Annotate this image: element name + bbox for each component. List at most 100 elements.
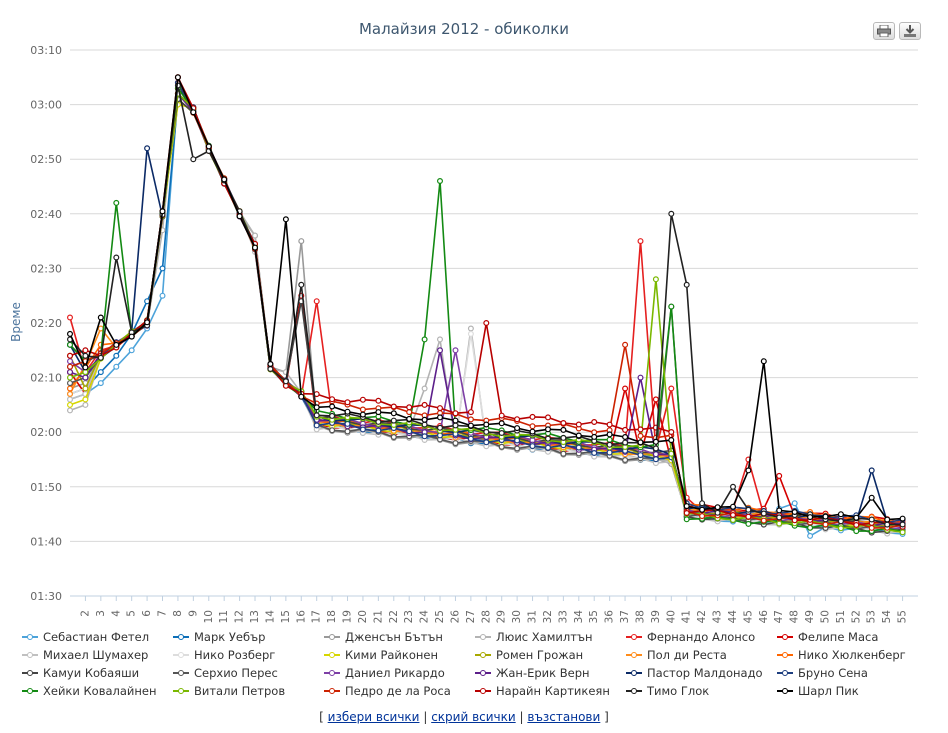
series-line[interactable] [69, 82, 903, 531]
data-point[interactable] [529, 423, 536, 430]
data-point[interactable] [329, 403, 336, 410]
data-point[interactable] [190, 156, 197, 163]
data-point[interactable] [837, 518, 844, 525]
data-point[interactable] [82, 385, 89, 392]
data-point[interactable] [159, 265, 166, 272]
data-point[interactable] [313, 422, 320, 429]
legend-item[interactable]: Педро де ла Роса [324, 682, 475, 700]
data-point[interactable] [853, 528, 860, 535]
data-point[interactable] [729, 503, 736, 510]
data-point[interactable] [868, 516, 875, 523]
series-line[interactable] [69, 87, 903, 533]
data-point[interactable] [683, 516, 690, 523]
data-point[interactable] [329, 412, 336, 419]
data-point[interactable] [144, 319, 151, 326]
data-point[interactable] [344, 428, 351, 435]
legend-item[interactable]: Камуи Кобаяши [22, 664, 173, 682]
data-point[interactable] [498, 420, 505, 427]
data-point[interactable] [437, 432, 444, 439]
data-point[interactable] [421, 421, 428, 428]
data-point[interactable] [544, 435, 551, 442]
data-point[interactable] [97, 354, 104, 361]
legend-item[interactable]: Пол ди Реста [626, 646, 777, 664]
data-point[interactable] [252, 232, 259, 239]
data-point[interactable] [899, 515, 906, 522]
data-point[interactable] [668, 437, 675, 444]
data-point[interactable] [884, 521, 891, 528]
data-point[interactable] [514, 425, 521, 432]
data-point[interactable] [128, 347, 135, 354]
data-point[interactable] [452, 410, 459, 417]
data-point[interactable] [66, 401, 73, 408]
data-point[interactable] [668, 303, 675, 310]
data-point[interactable] [622, 434, 629, 441]
series-line[interactable] [69, 98, 903, 534]
data-point[interactable] [467, 416, 474, 423]
data-point[interactable] [97, 380, 104, 387]
data-point[interactable] [560, 426, 567, 433]
data-point[interactable] [66, 396, 73, 403]
data-point[interactable] [853, 514, 860, 521]
data-point[interactable] [714, 504, 721, 511]
data-point[interactable] [544, 414, 551, 421]
data-point[interactable] [683, 503, 690, 510]
legend-item[interactable]: Витали Петров [173, 682, 324, 700]
data-point[interactable] [514, 416, 521, 423]
legend-item[interactable]: Бруно Сена [777, 664, 928, 682]
data-point[interactable] [807, 532, 814, 539]
data-point[interactable] [467, 409, 474, 416]
data-point[interactable] [421, 433, 428, 440]
data-point[interactable] [97, 314, 104, 321]
data-point[interactable] [66, 341, 73, 348]
data-point[interactable] [282, 216, 289, 223]
data-point[interactable] [421, 416, 428, 423]
data-point[interactable] [668, 210, 675, 217]
series-line[interactable] [69, 103, 903, 532]
data-point[interactable] [622, 341, 629, 348]
data-point[interactable] [514, 445, 521, 452]
series-line[interactable] [69, 82, 903, 524]
data-point[interactable] [159, 292, 166, 299]
data-point[interactable] [144, 145, 151, 152]
data-point[interactable] [82, 352, 89, 359]
data-point[interactable] [267, 361, 274, 368]
data-point[interactable] [606, 441, 613, 448]
data-point[interactable] [791, 509, 798, 516]
data-point[interactable] [452, 440, 459, 447]
data-point[interactable] [205, 143, 212, 150]
data-point[interactable] [807, 524, 814, 531]
data-point[interactable] [66, 374, 73, 381]
data-point[interactable] [683, 510, 690, 517]
data-point[interactable] [82, 347, 89, 354]
data-point[interactable] [467, 330, 474, 337]
data-point[interactable] [406, 428, 413, 435]
data-point[interactable] [498, 443, 505, 450]
data-point[interactable] [699, 500, 706, 507]
series-line[interactable] [69, 84, 903, 526]
data-point[interactable] [82, 396, 89, 403]
series-line[interactable] [69, 87, 903, 527]
data-point[interactable] [359, 411, 366, 418]
data-point[interactable] [853, 521, 860, 528]
data-point[interactable] [868, 467, 875, 474]
data-point[interactable] [467, 325, 474, 332]
data-point[interactable] [375, 397, 382, 404]
data-point[interactable] [745, 513, 752, 520]
data-point[interactable] [66, 380, 73, 387]
data-point[interactable] [406, 415, 413, 422]
data-point[interactable] [421, 336, 428, 343]
data-point[interactable] [575, 444, 582, 451]
data-point[interactable] [452, 422, 459, 429]
data-point[interactable] [159, 208, 166, 215]
data-point[interactable] [760, 510, 767, 517]
data-point[interactable] [791, 500, 798, 507]
data-point[interactable] [529, 428, 536, 435]
data-point[interactable] [652, 451, 659, 458]
data-point[interactable] [606, 431, 613, 438]
data-point[interactable] [791, 517, 798, 524]
data-point[interactable] [837, 525, 844, 532]
data-point[interactable] [868, 494, 875, 501]
data-point[interactable] [606, 421, 613, 428]
legend-item[interactable]: Фелипе Маса [777, 628, 928, 646]
data-point[interactable] [776, 472, 783, 479]
